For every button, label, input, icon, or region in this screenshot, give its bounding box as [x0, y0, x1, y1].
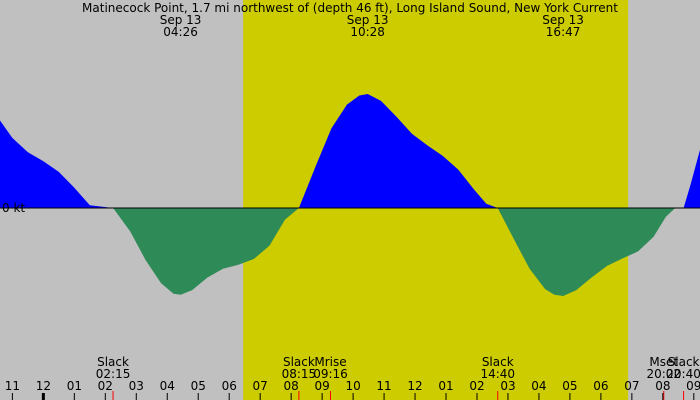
x-tick-label-2: 01	[67, 379, 82, 393]
peak-time-0: 04:26	[163, 25, 198, 39]
event-time-4: 20:02	[646, 367, 681, 381]
x-tick-label-20: 07	[624, 379, 639, 393]
event-name-5: Slack	[668, 355, 700, 369]
event-time-5: 20:40	[666, 367, 700, 381]
peak-time-2: 16:47	[546, 25, 581, 39]
event-name-4: Mset	[649, 355, 678, 369]
x-tick-label-22: 09	[686, 379, 700, 393]
event-time-3: 14:40	[480, 367, 515, 381]
peak-time-1: 10:28	[350, 25, 385, 39]
x-tick-label-13: 12	[407, 379, 422, 393]
flood-area-5	[683, 149, 700, 208]
x-tick-label-12: 11	[376, 379, 391, 393]
x-tick-label-18: 05	[562, 379, 577, 393]
x-tick-label-10: 09	[314, 379, 329, 393]
x-tick-label-7: 06	[222, 379, 237, 393]
event-time-2: 09:16	[313, 367, 348, 381]
x-tick-label-14: 01	[438, 379, 453, 393]
event-labels: Slack02:15Slack08:15Mrise09:16Slack14:40…	[96, 355, 700, 400]
peak-date-1: Sep 13	[347, 13, 389, 27]
ebb-area-1	[113, 208, 299, 295]
x-tick-label-4: 03	[129, 379, 144, 393]
flood-area-0	[0, 120, 114, 208]
zero-label: 0 kt	[2, 201, 25, 215]
chart-title: Matinecock Point, 1.7 mi northwest of (d…	[82, 1, 618, 15]
x-tick-label-19: 06	[593, 379, 608, 393]
event-time-1: 08:15	[282, 367, 317, 381]
x-tick-label-16: 03	[500, 379, 515, 393]
x-tick-label-6: 05	[191, 379, 206, 393]
x-axis-ticks: 11 12 01 02 03 04 05 06 07 08 09 10 11 12 01 02 03 04 05 06…	[5, 379, 700, 400]
peak-date-2: Sep 13	[542, 13, 584, 27]
x-tick-label-8: 07	[253, 379, 268, 393]
event-name-0: Slack	[97, 355, 129, 369]
event-name-3: Slack	[482, 355, 514, 369]
x-tick-label-5: 04	[160, 379, 175, 393]
x-tick-label-21: 08	[655, 379, 670, 393]
event-time-0: 02:15	[96, 367, 131, 381]
x-tick-label-1: 12	[36, 379, 51, 393]
x-tick-label-3: 02	[98, 379, 113, 393]
x-tick-label-0: 11	[5, 379, 20, 393]
x-tick-label-17: 04	[531, 379, 546, 393]
current-areas	[0, 94, 700, 296]
ebb-area-3	[497, 208, 676, 296]
flood-area-2	[298, 94, 498, 208]
event-name-2: Mrise	[314, 355, 346, 369]
x-tick-label-9: 08	[284, 379, 299, 393]
x-tick-label-11: 10	[345, 379, 360, 393]
x-tick-label-15: 02	[469, 379, 484, 393]
peak-date-0: Sep 13	[160, 13, 202, 27]
event-name-1: Slack	[283, 355, 315, 369]
